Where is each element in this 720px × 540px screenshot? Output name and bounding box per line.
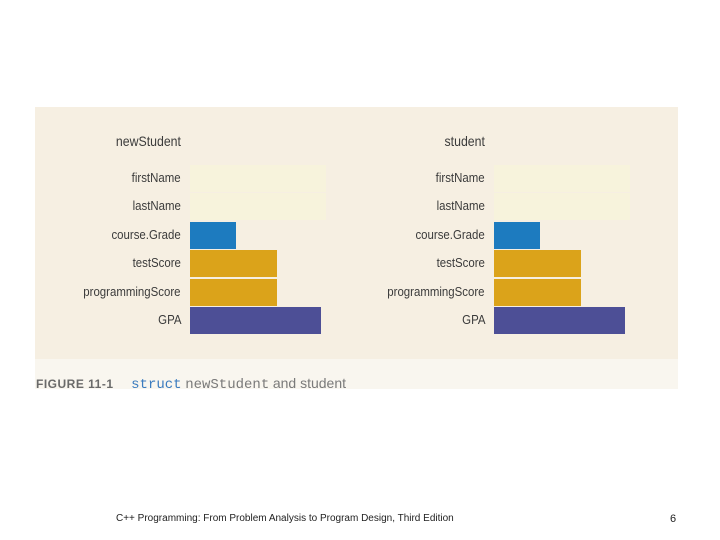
field-bar — [494, 165, 630, 192]
struct-column-student: student firstName lastName course.Grade tes… — [339, 107, 659, 359]
field-row: firstName — [339, 165, 659, 192]
field-label: course.Grade — [415, 226, 485, 242]
field-bar — [190, 250, 277, 278]
field-bar — [494, 221, 540, 249]
field-row: lastName — [339, 193, 659, 221]
field-row: lastName — [35, 193, 355, 221]
field-bar — [190, 307, 321, 334]
footer-title: C++ Programming: From Problem Analysis t… — [116, 513, 454, 524]
field-label: programmingScore — [83, 283, 181, 299]
field-label: lastName — [436, 198, 485, 214]
struct-name: newStudent — [115, 133, 181, 149]
field-row: course.Grade — [35, 221, 355, 249]
field-bar — [494, 250, 581, 278]
field-bar — [494, 278, 581, 306]
figure-caption: FIGURE 11-1 struct newStudent and studen… — [36, 375, 346, 393]
field-label: testScore — [436, 255, 485, 271]
field-bar — [190, 165, 326, 192]
field-row: programmingScore — [339, 278, 659, 306]
field-row: GPA — [35, 307, 355, 334]
field-label: course.Grade — [111, 226, 181, 242]
caption-keyword: struct — [131, 377, 182, 393]
field-bar — [494, 193, 630, 221]
field-row: course.Grade — [339, 221, 659, 249]
field-row: firstName — [35, 165, 355, 192]
field-row: GPA — [339, 307, 659, 334]
field-label: firstName — [132, 170, 181, 185]
field-label: GPA — [461, 312, 485, 327]
field-bar — [190, 193, 326, 221]
field-bar — [190, 221, 236, 249]
figure-label: FIGURE 11-1 — [36, 377, 114, 391]
field-label: lastName — [132, 198, 181, 214]
field-row: testScore — [339, 250, 659, 278]
field-label: GPA — [157, 312, 181, 327]
field-bar — [494, 307, 625, 334]
struct-name: student — [444, 133, 485, 149]
caption-code: newStudent — [185, 377, 270, 393]
figure-panel: newStudent firstName lastName course.Grade… — [35, 107, 678, 359]
field-label: programmingScore — [387, 283, 485, 299]
field-label: firstName — [436, 170, 485, 185]
field-row: testScore — [35, 250, 355, 278]
field-bar — [190, 278, 277, 306]
field-label: testScore — [132, 255, 181, 271]
caption-rest: and student — [272, 375, 347, 391]
struct-column-newStudent: newStudent firstName lastName course.Grade… — [35, 107, 355, 359]
caption-strip — [35, 359, 678, 389]
field-row: programmingScore — [35, 278, 355, 306]
page-number: 6 — [670, 513, 677, 525]
